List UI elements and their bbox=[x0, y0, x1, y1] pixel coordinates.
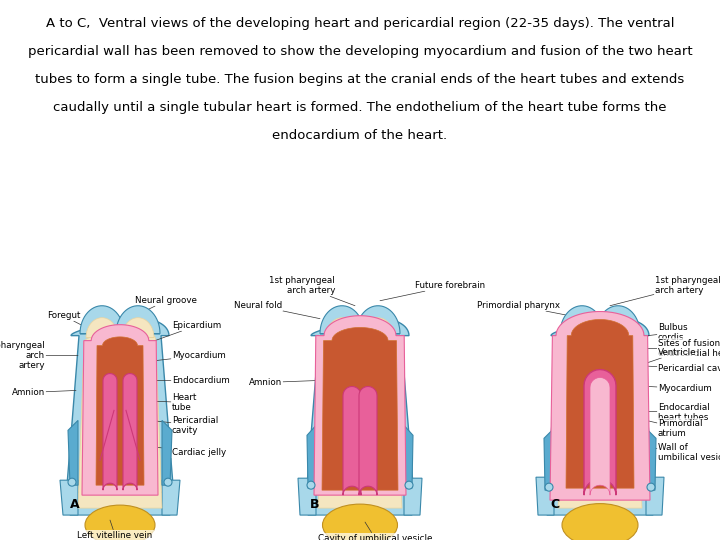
Text: Endocardium: Endocardium bbox=[152, 376, 230, 385]
Ellipse shape bbox=[307, 481, 315, 489]
Polygon shape bbox=[70, 492, 170, 515]
Text: A to C,  Ventral views of the developing heart and pericardial region (22-35 day: A to C, Ventral views of the developing … bbox=[46, 17, 674, 30]
Text: Future forebrain: Future forebrain bbox=[380, 281, 485, 301]
Polygon shape bbox=[545, 319, 655, 510]
Polygon shape bbox=[162, 420, 172, 485]
Polygon shape bbox=[102, 330, 138, 341]
Text: Pericardial
cavity: Pericardial cavity bbox=[150, 416, 218, 435]
Ellipse shape bbox=[68, 478, 76, 486]
Text: A: A bbox=[70, 498, 80, 511]
Ellipse shape bbox=[647, 483, 655, 491]
Polygon shape bbox=[320, 306, 364, 334]
Polygon shape bbox=[343, 387, 361, 495]
Polygon shape bbox=[582, 330, 618, 341]
Polygon shape bbox=[122, 318, 154, 338]
Polygon shape bbox=[65, 319, 175, 510]
Ellipse shape bbox=[545, 483, 553, 491]
Polygon shape bbox=[80, 306, 124, 334]
Text: 1st pharyngeal
arch artery: 1st pharyngeal arch artery bbox=[269, 276, 355, 306]
Polygon shape bbox=[60, 480, 78, 515]
Ellipse shape bbox=[85, 505, 155, 540]
Ellipse shape bbox=[405, 481, 413, 489]
Polygon shape bbox=[322, 327, 398, 490]
Polygon shape bbox=[314, 316, 406, 495]
Ellipse shape bbox=[323, 504, 397, 540]
Polygon shape bbox=[547, 490, 653, 515]
Polygon shape bbox=[78, 328, 162, 508]
Polygon shape bbox=[602, 318, 634, 338]
Polygon shape bbox=[82, 325, 158, 495]
Polygon shape bbox=[566, 318, 598, 338]
Polygon shape bbox=[116, 306, 160, 334]
Text: Foregut: Foregut bbox=[47, 311, 102, 336]
Text: tubes to form a single tube. The fusion begins at the cranial ends of the heart : tubes to form a single tube. The fusion … bbox=[35, 73, 685, 86]
Ellipse shape bbox=[562, 504, 638, 540]
Polygon shape bbox=[342, 330, 378, 341]
Polygon shape bbox=[404, 426, 413, 488]
Polygon shape bbox=[560, 306, 604, 334]
Polygon shape bbox=[103, 374, 117, 490]
Polygon shape bbox=[404, 478, 422, 515]
Polygon shape bbox=[162, 480, 180, 515]
Polygon shape bbox=[558, 328, 642, 508]
Text: Ventricle: Ventricle bbox=[648, 348, 696, 362]
Polygon shape bbox=[646, 428, 656, 490]
Text: 1st pharyngeal
arch artery: 1st pharyngeal arch artery bbox=[610, 276, 720, 306]
Polygon shape bbox=[308, 490, 412, 515]
Text: Amnion: Amnion bbox=[12, 388, 76, 397]
Text: Neural groove: Neural groove bbox=[115, 296, 197, 326]
Polygon shape bbox=[326, 318, 358, 338]
Text: Amnion: Amnion bbox=[248, 378, 318, 387]
Polygon shape bbox=[305, 319, 415, 510]
Text: endocardium of the heart.: endocardium of the heart. bbox=[272, 129, 448, 141]
Polygon shape bbox=[318, 328, 402, 508]
Text: C: C bbox=[550, 498, 559, 511]
Text: pericardial wall has been removed to show the developing myocardium and fusion o: pericardial wall has been removed to sho… bbox=[27, 45, 693, 58]
Text: Epicardium: Epicardium bbox=[155, 321, 221, 341]
Text: Primordial pharynx: Primordial pharynx bbox=[477, 301, 595, 321]
Text: 1st pharyngeal
arch
artery: 1st pharyngeal arch artery bbox=[0, 341, 78, 370]
Polygon shape bbox=[566, 320, 634, 488]
Polygon shape bbox=[68, 420, 78, 485]
Ellipse shape bbox=[164, 478, 172, 486]
Text: Wall of
umbilical vesicle: Wall of umbilical vesicle bbox=[622, 443, 720, 462]
Polygon shape bbox=[307, 426, 316, 488]
Polygon shape bbox=[96, 337, 144, 485]
Polygon shape bbox=[536, 477, 554, 515]
Text: Sites of fusion of
endocardial heart tubes: Sites of fusion of endocardial heart tub… bbox=[615, 339, 720, 359]
Polygon shape bbox=[298, 478, 316, 515]
Text: Primordial
atrium: Primordial atrium bbox=[646, 418, 703, 438]
Text: Cavity of umbilical vesicle: Cavity of umbilical vesicle bbox=[318, 522, 432, 540]
Polygon shape bbox=[362, 318, 394, 338]
Polygon shape bbox=[550, 312, 650, 500]
Text: caudally until a single tubular heart is formed. The endothelium of the heart tu: caudally until a single tubular heart is… bbox=[53, 101, 667, 114]
Text: Bulbus
cordis: Bulbus cordis bbox=[648, 323, 688, 342]
Polygon shape bbox=[596, 306, 640, 334]
Polygon shape bbox=[86, 318, 118, 338]
Text: Endocardial
heart tubes: Endocardial heart tubes bbox=[618, 403, 710, 422]
Text: B: B bbox=[310, 498, 320, 511]
Polygon shape bbox=[584, 369, 616, 495]
Text: Cardiac jelly: Cardiac jelly bbox=[140, 446, 226, 457]
Text: Neural fold: Neural fold bbox=[234, 301, 320, 319]
Polygon shape bbox=[123, 374, 137, 490]
Text: Left vitelline vein: Left vitelline vein bbox=[77, 520, 153, 539]
Text: Heart
tube: Heart tube bbox=[135, 393, 197, 412]
Polygon shape bbox=[590, 377, 610, 495]
Polygon shape bbox=[646, 477, 664, 515]
Polygon shape bbox=[544, 428, 554, 490]
Polygon shape bbox=[359, 387, 377, 495]
Polygon shape bbox=[356, 306, 400, 334]
Text: Myocardium: Myocardium bbox=[630, 384, 712, 393]
Text: Pericardial cavity: Pericardial cavity bbox=[635, 364, 720, 373]
Text: Myocardium: Myocardium bbox=[156, 351, 226, 361]
